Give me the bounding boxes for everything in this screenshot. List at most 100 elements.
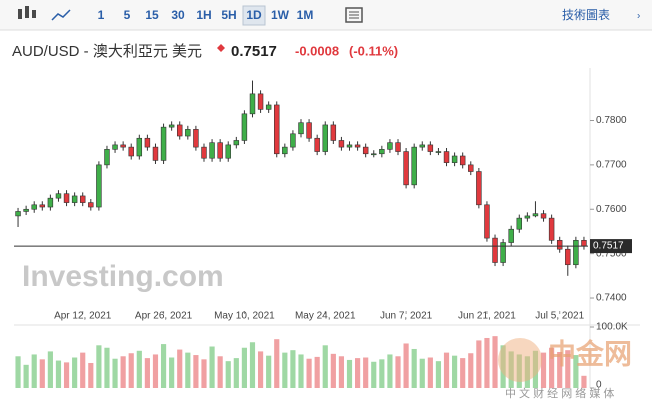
- candle-body: [241, 113, 248, 141]
- timeframe-button[interactable]: 5H: [221, 8, 236, 22]
- candle-body: [104, 149, 110, 166]
- volume-bar: [549, 347, 555, 388]
- y-tick-label: 0.7700: [596, 160, 627, 171]
- candle-body: [387, 142, 393, 150]
- volume-bar: [314, 356, 320, 388]
- volume-bar: [435, 361, 442, 388]
- x-tick-label: Jun 21, 2021: [458, 311, 516, 322]
- volume-bar: [266, 355, 272, 388]
- candle-body: [201, 146, 207, 159]
- logo-circle: [498, 338, 542, 382]
- volume-bar: [104, 347, 110, 388]
- volume-bar: [338, 356, 345, 388]
- volume-bar: [427, 357, 433, 388]
- volume-bar: [185, 352, 191, 388]
- candle-body: [330, 124, 337, 141]
- timeframe-button[interactable]: 1: [98, 8, 105, 22]
- candle-body: [508, 228, 514, 243]
- volume-bar: [346, 359, 353, 388]
- candle-body: [427, 144, 434, 152]
- volume-bar: [452, 355, 458, 388]
- volume-bar: [225, 361, 231, 388]
- volume-bar: [274, 339, 280, 388]
- volume-bar: [330, 353, 336, 388]
- volume-bar: [241, 347, 247, 388]
- timeframe-button[interactable]: 5: [124, 8, 131, 22]
- change-percent: (-0.11%): [349, 43, 398, 58]
- candle-body: [233, 140, 240, 146]
- volume-bar: [581, 375, 587, 388]
- candle-body: [274, 104, 280, 155]
- chevron[interactable]: ›: [637, 11, 640, 22]
- timeframe-button[interactable]: 30: [171, 8, 185, 22]
- volume-bar: [411, 348, 417, 388]
- volume-bar: [55, 360, 62, 388]
- candle-body: [306, 122, 312, 139]
- x-tick-label: Apr 12, 2021: [54, 311, 112, 322]
- candle-body: [540, 213, 547, 219]
- candle-body: [451, 155, 458, 163]
- candle-icon[interactable]: [18, 6, 36, 19]
- timeframe-button[interactable]: 1D: [246, 8, 262, 22]
- candle-body: [476, 171, 482, 206]
- timeframe-button[interactable]: 15: [145, 8, 159, 22]
- candle-body: [47, 197, 54, 208]
- candle-body: [459, 155, 466, 166]
- volume-tick-label: 0: [596, 380, 602, 391]
- candle-body: [500, 242, 506, 263]
- candle-body: [338, 140, 345, 148]
- volume-bar: [484, 337, 490, 388]
- volume-bar: [120, 356, 126, 388]
- candle-body: [112, 144, 118, 150]
- candle-body: [15, 211, 21, 217]
- volume-bar: [460, 358, 466, 388]
- candle-body: [88, 202, 94, 208]
- candle-body: [31, 204, 37, 210]
- volume-bar: [112, 358, 118, 388]
- chart-link[interactable]: 技術圖表: [562, 8, 610, 22]
- candle-body: [249, 93, 256, 115]
- table-icon[interactable]: [345, 7, 363, 23]
- price: 0.7517: [231, 43, 277, 60]
- x-tick-label: Apr 26, 2021: [135, 311, 193, 322]
- volume-bar: [136, 350, 142, 388]
- candle-body: [209, 142, 215, 159]
- candle-body: [346, 144, 353, 148]
- candle-body: [565, 248, 571, 266]
- candle-body: [265, 104, 272, 110]
- timeframe-button[interactable]: 1M: [297, 8, 314, 22]
- volume-bar: [379, 359, 385, 388]
- timeframe-button[interactable]: 1W: [271, 8, 290, 22]
- candle-body: [548, 217, 555, 241]
- candle-body: [403, 151, 409, 186]
- volume-bar: [468, 353, 474, 388]
- volume-bar: [387, 354, 393, 388]
- candle-body: [152, 146, 159, 161]
- logo-text: 中金网: [548, 337, 632, 369]
- candle-body: [55, 193, 62, 199]
- area-icon[interactable]: [51, 9, 71, 21]
- volume-bar: [249, 342, 256, 388]
- volume-bar: [15, 356, 21, 388]
- volume-bar: [540, 352, 547, 388]
- candle-body: [136, 137, 143, 157]
- candle-body: [168, 124, 175, 128]
- volume-bar: [557, 352, 563, 388]
- volume-bar: [363, 357, 369, 388]
- volume-bar: [177, 349, 183, 388]
- last-price-label: 0.7517: [593, 241, 624, 252]
- chart-title: AUD/USD - 澳大利亞元 美元: [12, 43, 202, 60]
- candle-body: [96, 164, 102, 208]
- candle-body: [298, 122, 304, 135]
- change-marker: [217, 44, 225, 52]
- candle-body: [290, 133, 296, 148]
- candle-body: [39, 204, 46, 208]
- volume-bar: [39, 359, 45, 388]
- timeframe-button[interactable]: 1H: [196, 8, 211, 22]
- x-tick-label: May 24, 2021: [295, 311, 356, 322]
- volume-bar: [443, 352, 450, 388]
- candle-body: [581, 240, 587, 247]
- volume-bar: [80, 352, 86, 388]
- volume-bar: [403, 343, 409, 388]
